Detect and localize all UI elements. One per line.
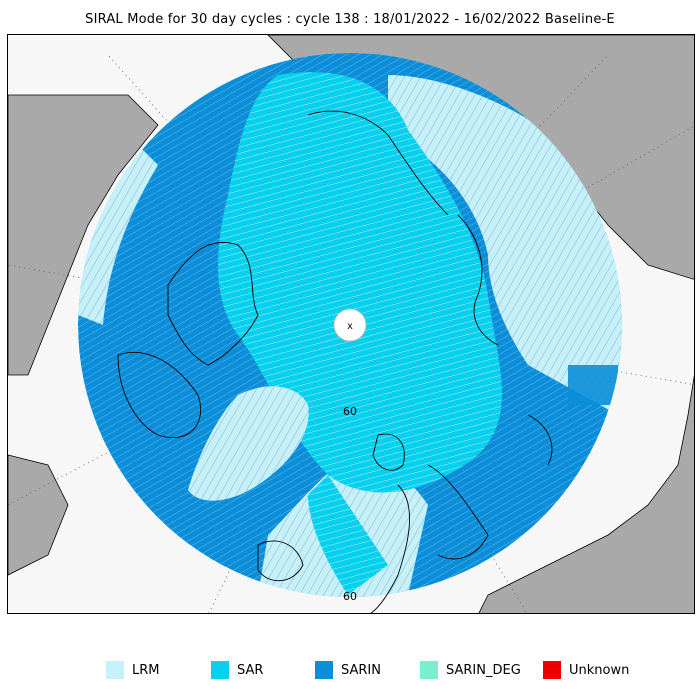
- legend-label-sarin-deg: SARIN_DEG: [446, 662, 521, 678]
- legend-item-unknown: Unknown: [543, 658, 629, 682]
- region-sar-south: [308, 475, 388, 595]
- region-lrm-inset: [188, 386, 309, 501]
- coastlines: [117, 110, 553, 613]
- legend-swatch-unknown: [543, 661, 561, 679]
- legend-item-sarin: SARIN: [315, 658, 381, 682]
- coverage-disc: [78, 53, 622, 597]
- legend-swatch-sarin-deg: [420, 661, 438, 679]
- polar-map: x 60 60: [7, 34, 695, 614]
- lat-label-outer: 60: [343, 590, 357, 603]
- pole-hole: [333, 308, 367, 342]
- pole-marker: x: [347, 321, 353, 332]
- legend-label-lrm: LRM: [132, 662, 160, 678]
- region-sarin-east: [568, 365, 618, 405]
- region-sar-central: [218, 72, 502, 493]
- land-greenland-east: [8, 454, 69, 576]
- legend-label-unknown: Unknown: [569, 662, 630, 678]
- map-canvas: x 60 60: [8, 35, 694, 613]
- legend-swatch-sar: [211, 661, 229, 679]
- chart-title: SIRAL Mode for 30 day cycles : cycle 138…: [85, 12, 615, 27]
- land-masses: [8, 35, 694, 613]
- lat-label-inner: 60: [343, 405, 357, 418]
- legend-swatch-sarin: [315, 661, 333, 679]
- legend-item-sarin-deg: SARIN_DEG: [420, 658, 521, 682]
- legend: LRM SAR SARIN SARIN_DEG Unknown: [0, 658, 700, 682]
- legend-item-lrm: LRM: [106, 658, 160, 682]
- legend-label-sarin: SARIN: [341, 662, 381, 678]
- legend-label-sar: SAR: [237, 662, 264, 678]
- legend-item-sar: SAR: [211, 658, 263, 682]
- land-north-america: [8, 94, 159, 376]
- legend-swatch-lrm: [106, 661, 124, 679]
- land-northeast-europe: [478, 374, 694, 613]
- region-lrm-west: [78, 145, 158, 325]
